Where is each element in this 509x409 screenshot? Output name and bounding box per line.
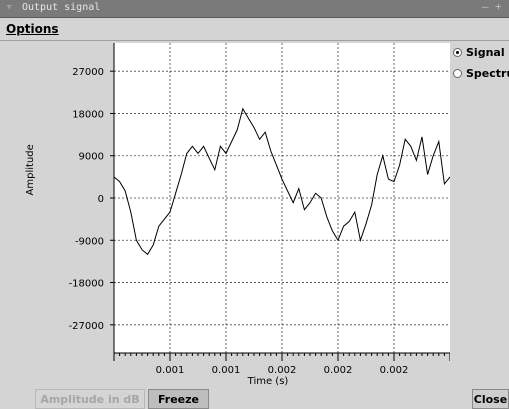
close-button[interactable]: Close — [472, 389, 509, 409]
spectrum-radio-label: Spectrum — [466, 67, 509, 80]
y-tick-label: -27000 — [69, 321, 104, 332]
minimize-icon[interactable]: – — [482, 0, 489, 13]
signal-chart: 27000 18000 9000 0 -9000 -18000 -27000 0.001 0.0… — [25, 43, 450, 386]
y-tick-label: 27000 — [72, 67, 104, 78]
window-menu-icon[interactable]: ▿ — [6, 0, 13, 13]
options-menu-label: Options — [6, 22, 59, 36]
x-axis-label: Time (s) — [247, 376, 289, 386]
amplitude-db-button[interactable]: Amplitude in dB — [35, 389, 145, 409]
options-menu[interactable]: Options — [6, 22, 59, 36]
x-tick-label: 0.001 — [212, 365, 241, 376]
x-tick-label: 0.001 — [156, 365, 185, 376]
window-titlebar[interactable]: ▿ Output signal – + — [0, 0, 509, 18]
menu-bar: Options — [0, 18, 509, 41]
spectrum-radio[interactable]: Spectrum — [453, 67, 509, 80]
x-tick-label: 0.002 — [380, 365, 409, 376]
signal-radio-label: Signal — [466, 46, 505, 59]
x-tick-label: 0.002 — [268, 365, 297, 376]
mode-panel: Signal Spectrum — [450, 41, 509, 386]
freeze-button[interactable]: Freeze — [148, 389, 209, 409]
signal-radio-dot[interactable] — [453, 48, 462, 57]
signal-radio[interactable]: Signal — [453, 46, 505, 59]
plot-area: 27000 18000 9000 0 -9000 -18000 -27000 0.001 0.0… — [0, 41, 450, 386]
y-tick-label: 0 — [98, 194, 104, 205]
y-tick-label: 18000 — [72, 109, 104, 120]
x-tick-label: 0.002 — [324, 365, 353, 376]
signal-series-line — [113, 107, 450, 256]
y-axis-label: Amplitude — [25, 144, 36, 195]
window-title: Output signal — [22, 2, 101, 13]
maximize-icon[interactable]: + — [495, 0, 502, 13]
y-tick-label: 9000 — [79, 152, 104, 163]
y-tick-label: -9000 — [75, 236, 104, 247]
y-tick-label: -18000 — [69, 279, 104, 290]
spectrum-radio-dot[interactable] — [453, 69, 462, 78]
